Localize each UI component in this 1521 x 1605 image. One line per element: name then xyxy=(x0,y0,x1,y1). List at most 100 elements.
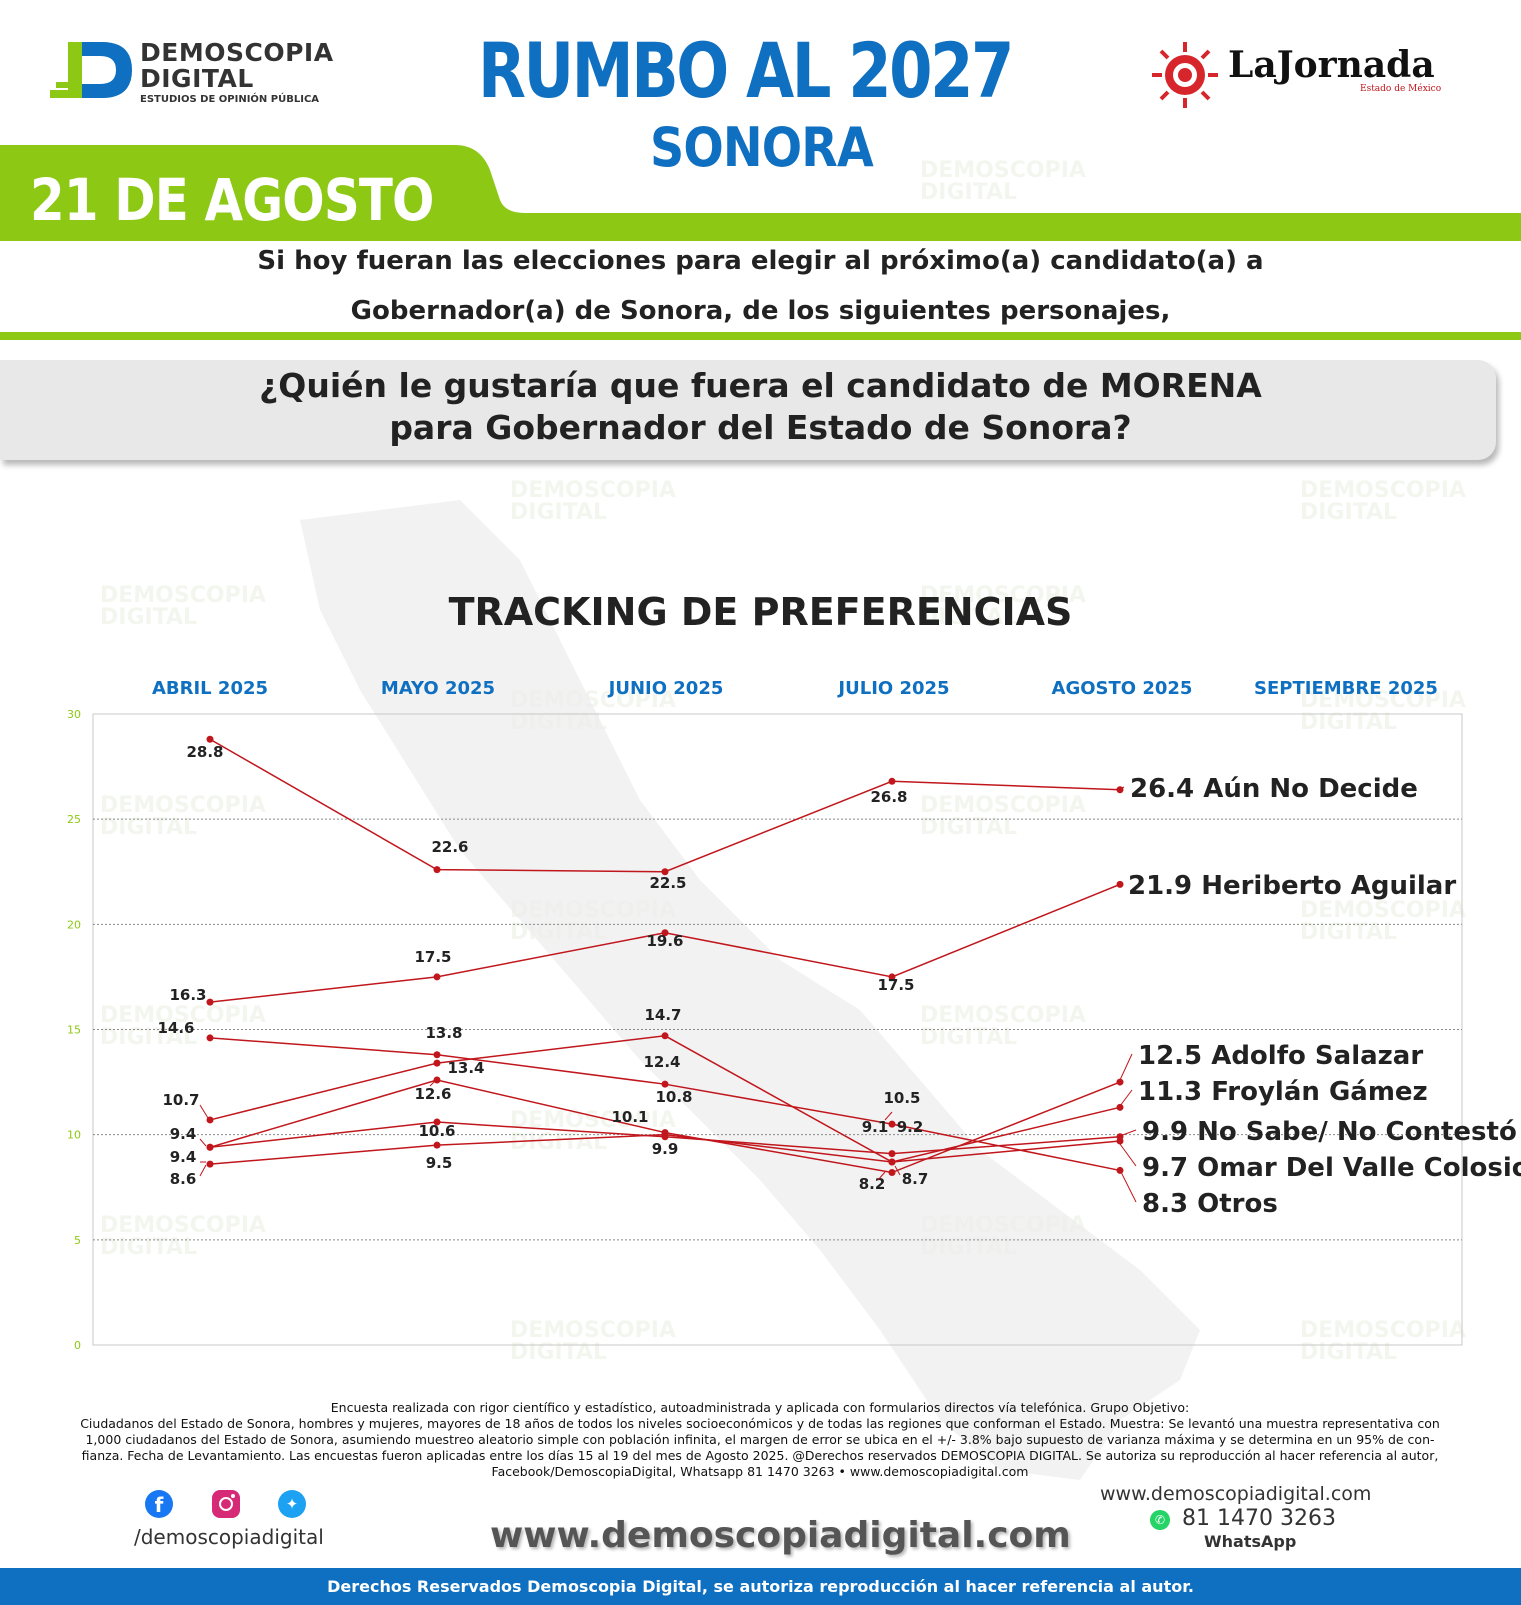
point-value-label: 8.6 xyxy=(170,1170,197,1188)
point-value-label: 9.1 xyxy=(862,1118,889,1136)
point-value-label: 14.6 xyxy=(157,1019,194,1037)
point-value-label: 9.2 xyxy=(897,1118,924,1136)
end-label-leader xyxy=(1119,786,1125,790)
point-value-label: 8.2 xyxy=(859,1175,886,1193)
data-point xyxy=(888,1158,896,1166)
data-point xyxy=(661,868,669,876)
point-value-label: 10.6 xyxy=(418,1122,455,1140)
label-leader-line xyxy=(877,1171,886,1181)
brand-line2: DIGITAL xyxy=(140,64,254,93)
series-end-label: 12.5 Adolfo Salazar xyxy=(1138,1041,1423,1071)
label-leader-line xyxy=(894,1165,901,1176)
month-col-3: JUNIO 2025 xyxy=(608,678,724,699)
instagram-icon[interactable] xyxy=(212,1490,240,1518)
data-point xyxy=(661,1032,669,1040)
data-point xyxy=(1116,880,1124,888)
end-label-leader xyxy=(1119,1169,1137,1203)
y-tick-label: 5 xyxy=(74,1234,81,1247)
data-point xyxy=(1116,1137,1124,1145)
label-leader-line xyxy=(199,1164,207,1177)
series-end-label: 8.3 Otros xyxy=(1142,1189,1278,1219)
partner-logo-sub: Estado de México xyxy=(1360,84,1442,94)
intro-line2: Gobernador(a) de Sonora, de los siguient… xyxy=(350,296,1171,326)
date-banner xyxy=(0,145,1521,241)
phone-number[interactable]: 81 1470 3263 xyxy=(1182,1506,1336,1531)
data-point xyxy=(433,1118,441,1126)
page-title: RUMBO AL 2027 xyxy=(478,26,1014,115)
green-divider xyxy=(0,332,1521,340)
end-label-leader xyxy=(1119,882,1123,885)
y-tick-label: 20 xyxy=(67,918,81,931)
footnote-line1: Encuesta realizada con rigor científico … xyxy=(330,1400,1190,1415)
data-point xyxy=(1116,1103,1124,1111)
data-point xyxy=(888,777,896,785)
rights-bar xyxy=(0,1568,1521,1605)
date-label: 21 DE AGOSTO xyxy=(30,166,434,234)
point-value-label: 12.4 xyxy=(643,1053,680,1071)
series-end-label: 9.9 No Sabe/ No Contestó xyxy=(1142,1117,1517,1147)
data-point xyxy=(433,866,441,874)
point-value-label: 10.1 xyxy=(611,1108,648,1126)
series-end-label: 26.4 Aún No Decide xyxy=(1130,774,1418,804)
label-leader-line xyxy=(199,1138,207,1147)
end-label-leader xyxy=(1119,1129,1137,1137)
point-value-label: 26.8 xyxy=(870,788,907,806)
y-tick-label: 15 xyxy=(67,1024,81,1037)
whatsapp-icon[interactable]: ✆ xyxy=(1150,1510,1170,1530)
label-leader-line xyxy=(884,1111,893,1121)
website-big-link[interactable]: www.demoscopiadigital.com xyxy=(490,1515,1071,1556)
point-value-label: 17.5 xyxy=(414,948,451,966)
end-label-leader xyxy=(1119,1053,1133,1081)
label-leader-line xyxy=(429,1078,438,1087)
intro-line1: Si hoy fueran las elecciones para elegir… xyxy=(257,246,1264,276)
end-label-leader xyxy=(1119,1143,1137,1167)
footnote-line5: Facebook/DemoscopiaDigital, Whatsapp 81 … xyxy=(491,1464,1029,1479)
point-value-label: 9.4 xyxy=(170,1148,197,1166)
series-end-label: 21.9 Heriberto Aguilar xyxy=(1128,871,1456,901)
data-point xyxy=(433,973,441,981)
point-value-label: 9.5 xyxy=(426,1154,453,1172)
point-value-label: 8.7 xyxy=(902,1170,929,1188)
brand-tagline: ESTUDIOS DE OPINIÓN PÚBLICA xyxy=(140,94,320,105)
data-point xyxy=(661,1131,669,1139)
data-point xyxy=(661,929,669,937)
point-value-label: 9.9 xyxy=(652,1140,679,1158)
question-line2: para Gobernador del Estado de Sonora? xyxy=(389,408,1132,447)
y-tick-label: 30 xyxy=(67,708,81,721)
series-end-label: 9.7 Omar Del Valle Colosio xyxy=(1142,1153,1521,1183)
data-point xyxy=(661,1080,669,1088)
data-point xyxy=(888,1120,896,1128)
point-value-label: 17.5 xyxy=(877,976,914,994)
whatsapp-label: WhatsApp xyxy=(1204,1532,1297,1551)
month-col-4: JULIO 2025 xyxy=(838,678,950,699)
month-col-2: MAYO 2025 xyxy=(380,678,496,699)
point-value-label: 9.4 xyxy=(170,1125,197,1143)
footnote-line4: fianza. Fecha de Levantamiento. Las encu… xyxy=(81,1448,1439,1463)
data-point xyxy=(433,1051,441,1059)
twitter-icon[interactable]: ✦ xyxy=(278,1490,306,1518)
series-end-label: 11.3 Froylán Gámez xyxy=(1138,1077,1428,1107)
point-value-label: 19.6 xyxy=(646,932,683,950)
facebook-icon[interactable]: f xyxy=(145,1490,173,1518)
question-box xyxy=(0,360,1496,460)
point-value-label: 10.5 xyxy=(883,1089,920,1107)
page-subtitle: SONORA xyxy=(650,116,874,179)
social-handle[interactable]: /demoscopiadigital xyxy=(134,1525,324,1549)
series-line xyxy=(209,738,1121,873)
rights-text: Derechos Reservados Demoscopia Digital, … xyxy=(327,1577,1194,1596)
chart-title: TRACKING DE PREFERENCIAS xyxy=(448,590,1073,634)
data-point xyxy=(433,1141,441,1149)
website-small-link[interactable]: www.demoscopiadigital.com xyxy=(1100,1483,1372,1505)
partner-logo-text: LaJornada xyxy=(1228,44,1435,86)
brand-line1: DEMOSCOPIA xyxy=(140,38,334,67)
data-point xyxy=(206,1034,214,1042)
data-point xyxy=(888,1169,896,1177)
y-tick-label: 0 xyxy=(74,1339,81,1352)
data-point xyxy=(206,1143,214,1151)
data-point xyxy=(433,1076,441,1084)
data-point xyxy=(206,1160,214,1168)
point-value-label: 10.8 xyxy=(655,1088,692,1106)
month-col-1: ABRIL 2025 xyxy=(151,678,269,699)
point-value-label: 13.8 xyxy=(425,1024,462,1042)
